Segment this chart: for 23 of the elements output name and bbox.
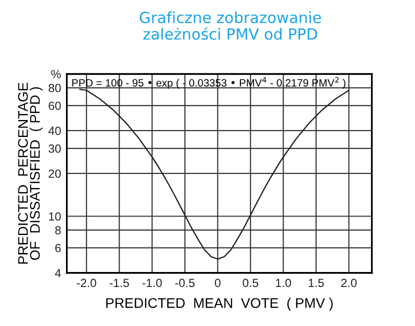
x-tick-label: -1.5 <box>110 278 129 288</box>
y-tick-label: 80 <box>48 84 61 92</box>
x-tick-label: 0.5 <box>242 278 258 288</box>
y-tick-label: 40 <box>48 126 61 136</box>
x-tick-label: 1.0 <box>276 278 292 288</box>
y-axis-title: PREDICTED PERCENTAGE OF DISSATISFIED ( PPD ) <box>18 82 43 264</box>
x-tick-label: -1.0 <box>142 278 162 288</box>
line-series <box>79 88 350 260</box>
chart-title: Graficzne zobrazowanie zależności PMV od PPD <box>140 11 321 40</box>
x-tick-label: 1.5 <box>308 278 324 288</box>
y-tick-label: 6 <box>55 244 61 252</box>
y-tick-label: % <box>51 70 61 78</box>
y-tick-label: 60 <box>48 102 61 110</box>
x-tick-label: 0 <box>214 278 221 288</box>
y-tick-label: 30 <box>48 144 61 153</box>
x-tick-label: 2.0 <box>341 278 357 288</box>
x-tick-label: -2.0 <box>76 278 96 288</box>
y-tick-label: 20 <box>48 169 61 178</box>
y-tick-label: 8 <box>55 226 61 234</box>
y-tick-label: 4 <box>54 269 61 278</box>
x-axis-title: PREDICTED MEAN VOTE ( PMV ) <box>106 298 333 311</box>
x-tick-label: -0.5 <box>175 278 195 288</box>
y-tick-label: 10 <box>49 212 61 221</box>
